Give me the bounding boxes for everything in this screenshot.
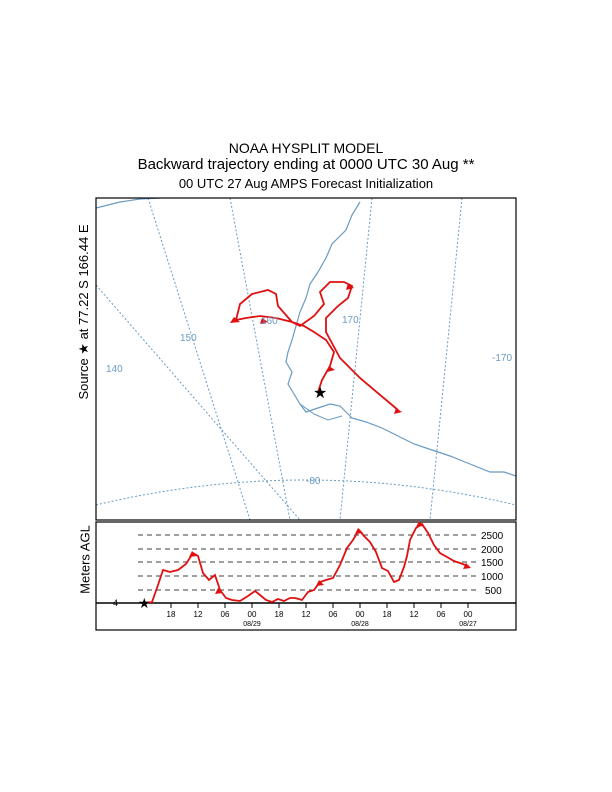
time-tick-label: 00 — [356, 610, 365, 619]
source-star-icon: ★ — [313, 385, 327, 402]
trajectory-description: Backward trajectory ending at 0000 UTC 3… — [137, 156, 475, 173]
origin-marker-label: 4 — [113, 598, 118, 608]
time-tick-label: 18 — [167, 610, 176, 619]
trajectory-path — [230, 281, 402, 414]
graticule-label: 140 — [106, 364, 123, 375]
time-tick-label: 00 — [464, 610, 473, 619]
date-label: 08/27 — [459, 621, 477, 628]
coastline — [96, 198, 516, 477]
date-label: 08/29 — [243, 621, 261, 628]
map-area: ★ 140 150 160 170 -170 -80 — [96, 198, 516, 520]
time-tick-label: 12 — [302, 610, 311, 619]
height-marker — [189, 551, 197, 557]
height-level-label: 1500 — [481, 558, 504, 569]
source-star-icon: ★ — [138, 595, 151, 611]
graticule-label: -170 — [492, 353, 512, 364]
height-marker — [215, 588, 223, 594]
height-profile: ★ — [138, 521, 471, 611]
trajectory-marker — [260, 318, 268, 324]
height-marker — [355, 528, 363, 534]
map-frame — [95, 197, 517, 521]
height-panel-frame — [95, 521, 517, 631]
graticule — [96, 198, 516, 520]
height-marker — [316, 580, 324, 586]
time-tick-label: 00 — [248, 610, 257, 619]
time-tick-label: 18 — [383, 610, 392, 619]
height-level-label: 500 — [485, 586, 502, 597]
height-marker — [463, 563, 471, 569]
graticule-label: 150 — [180, 333, 197, 344]
model-title: NOAA HYSPLIT MODEL — [228, 140, 384, 156]
height-reference-lines — [138, 534, 476, 591]
time-tick-label: 06 — [329, 610, 338, 619]
trajectory-marker — [327, 366, 335, 372]
trajectory-marker — [230, 317, 240, 323]
time-tick-label: 18 — [275, 610, 284, 619]
ice-shelf-edge — [299, 403, 343, 421]
time-tick-label: 06 — [437, 610, 446, 619]
graticule-label: -80 — [306, 476, 321, 487]
date-label: 08/28 — [351, 621, 369, 628]
trajectory-marker — [346, 283, 354, 290]
height-marker — [416, 521, 424, 527]
time-tick-label: 12 — [410, 610, 419, 619]
forecast-initialization: 00 UTC 27 Aug AMPS Forecast Initializati… — [178, 176, 434, 191]
height-level-label: 1000 — [481, 572, 504, 583]
time-tick-label: 12 — [194, 610, 203, 619]
height-level-label: 2500 — [481, 531, 504, 542]
height-level-label: 2000 — [481, 545, 504, 556]
time-tick-label: 06 — [221, 610, 230, 619]
graticule-label: 160 — [261, 316, 278, 327]
graticule-label: 170 — [342, 315, 359, 326]
time-axis-ticks — [170, 603, 469, 608]
trajectory-marker — [394, 408, 402, 414]
